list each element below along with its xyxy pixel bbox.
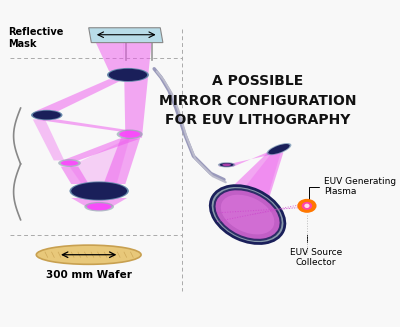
Ellipse shape bbox=[302, 202, 312, 210]
Polygon shape bbox=[230, 153, 281, 206]
Ellipse shape bbox=[71, 182, 127, 200]
Polygon shape bbox=[62, 139, 140, 161]
Ellipse shape bbox=[119, 131, 140, 138]
Text: EUV Source
Collector: EUV Source Collector bbox=[290, 235, 342, 267]
Ellipse shape bbox=[221, 195, 274, 234]
Text: Reflective
Mask: Reflective Mask bbox=[8, 27, 64, 49]
Ellipse shape bbox=[210, 186, 285, 244]
Ellipse shape bbox=[58, 159, 81, 167]
Ellipse shape bbox=[87, 203, 111, 210]
Ellipse shape bbox=[84, 202, 114, 212]
Polygon shape bbox=[34, 79, 124, 112]
Ellipse shape bbox=[297, 199, 316, 213]
Polygon shape bbox=[71, 198, 127, 210]
Ellipse shape bbox=[109, 69, 147, 81]
Ellipse shape bbox=[220, 163, 234, 166]
Polygon shape bbox=[221, 153, 283, 197]
Ellipse shape bbox=[31, 110, 62, 120]
Ellipse shape bbox=[70, 181, 129, 200]
Text: EUV Generating
Plasma: EUV Generating Plasma bbox=[309, 177, 396, 203]
Polygon shape bbox=[124, 43, 152, 138]
Polygon shape bbox=[218, 152, 284, 166]
Ellipse shape bbox=[214, 189, 281, 240]
Polygon shape bbox=[70, 138, 130, 184]
Ellipse shape bbox=[36, 245, 141, 264]
Polygon shape bbox=[96, 43, 124, 71]
Ellipse shape bbox=[107, 68, 149, 82]
Text: 300 mm Wafer: 300 mm Wafer bbox=[46, 270, 132, 281]
Polygon shape bbox=[61, 166, 89, 184]
Polygon shape bbox=[34, 119, 138, 132]
Polygon shape bbox=[89, 28, 163, 43]
Ellipse shape bbox=[61, 161, 78, 166]
Polygon shape bbox=[33, 119, 64, 161]
Ellipse shape bbox=[117, 129, 143, 139]
Ellipse shape bbox=[267, 143, 291, 155]
Ellipse shape bbox=[222, 164, 231, 166]
Text: A POSSIBLE
MIRROR CONFIGURATION
FOR EUV LITHOGRAPHY: A POSSIBLE MIRROR CONFIGURATION FOR EUV … bbox=[159, 74, 357, 127]
Polygon shape bbox=[104, 138, 140, 184]
Ellipse shape bbox=[33, 111, 61, 119]
Ellipse shape bbox=[304, 204, 310, 208]
Ellipse shape bbox=[268, 144, 290, 154]
Ellipse shape bbox=[218, 162, 235, 167]
